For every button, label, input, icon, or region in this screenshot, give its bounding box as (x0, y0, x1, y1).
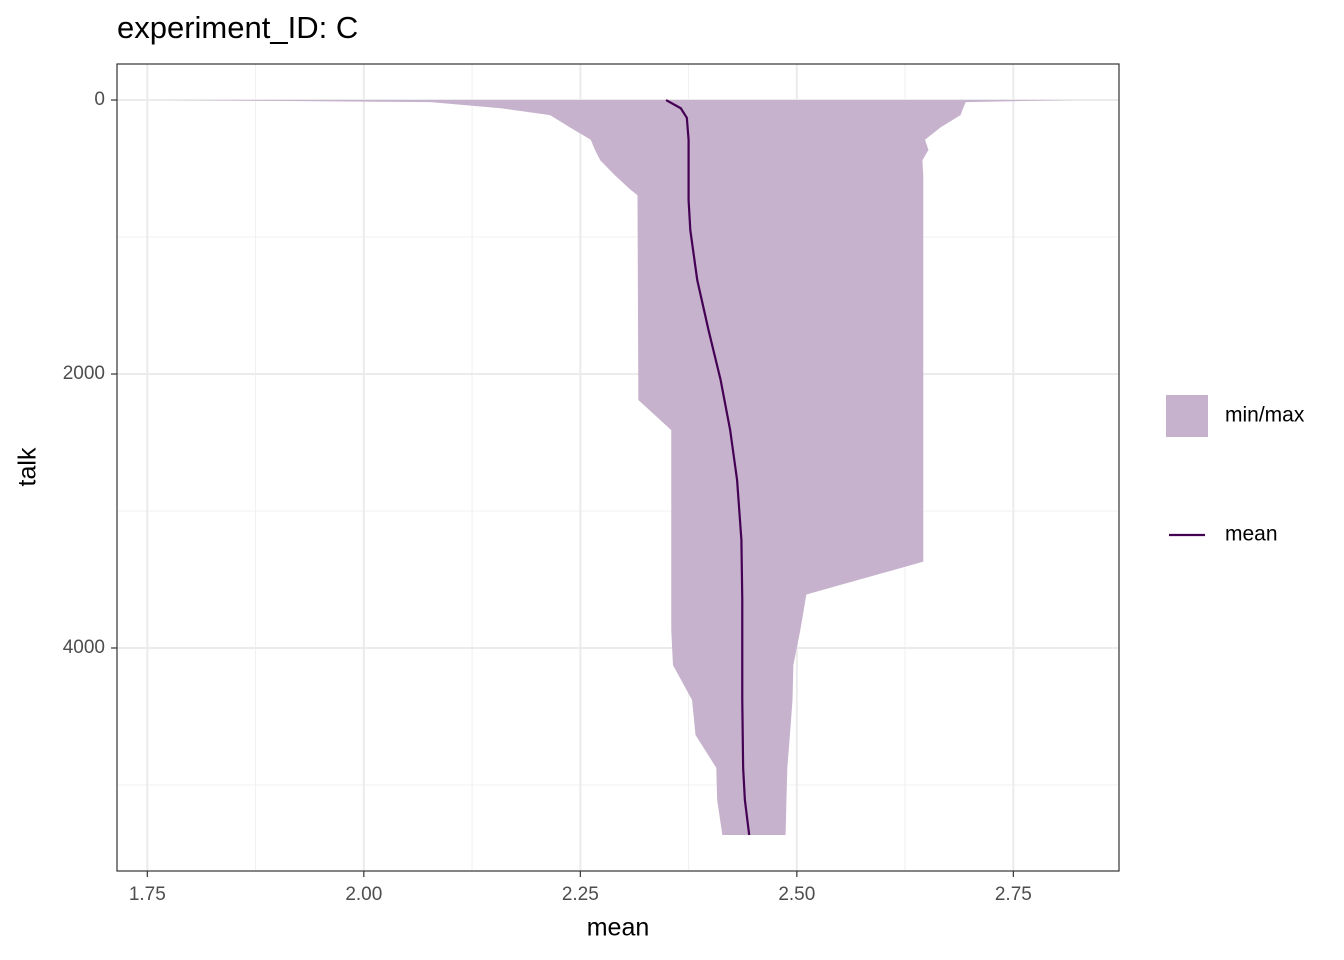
x-tick-label: 2.00 (345, 884, 382, 905)
legend-key (1166, 395, 1208, 437)
panel-border (116, 63, 1120, 872)
x-tick-label: 2.50 (778, 884, 815, 905)
y-tick-label: 4000 (63, 637, 105, 658)
y-tick-label: 2000 (63, 363, 105, 384)
ribbon (168, 100, 1076, 835)
chart-title: experiment_ID: C (117, 10, 358, 45)
mean-line (665, 99, 751, 836)
legend-label: mean (1225, 523, 1278, 546)
x-axis-title: mean (587, 914, 650, 942)
x-tick-label: 1.75 (129, 884, 166, 905)
y-axis-title: talk (14, 447, 42, 486)
x-tick-label: 2.75 (995, 884, 1032, 905)
x-tick-label: 2.25 (562, 884, 599, 905)
y-tick-label: 0 (94, 89, 105, 110)
legend-label: min/max (1225, 404, 1305, 427)
